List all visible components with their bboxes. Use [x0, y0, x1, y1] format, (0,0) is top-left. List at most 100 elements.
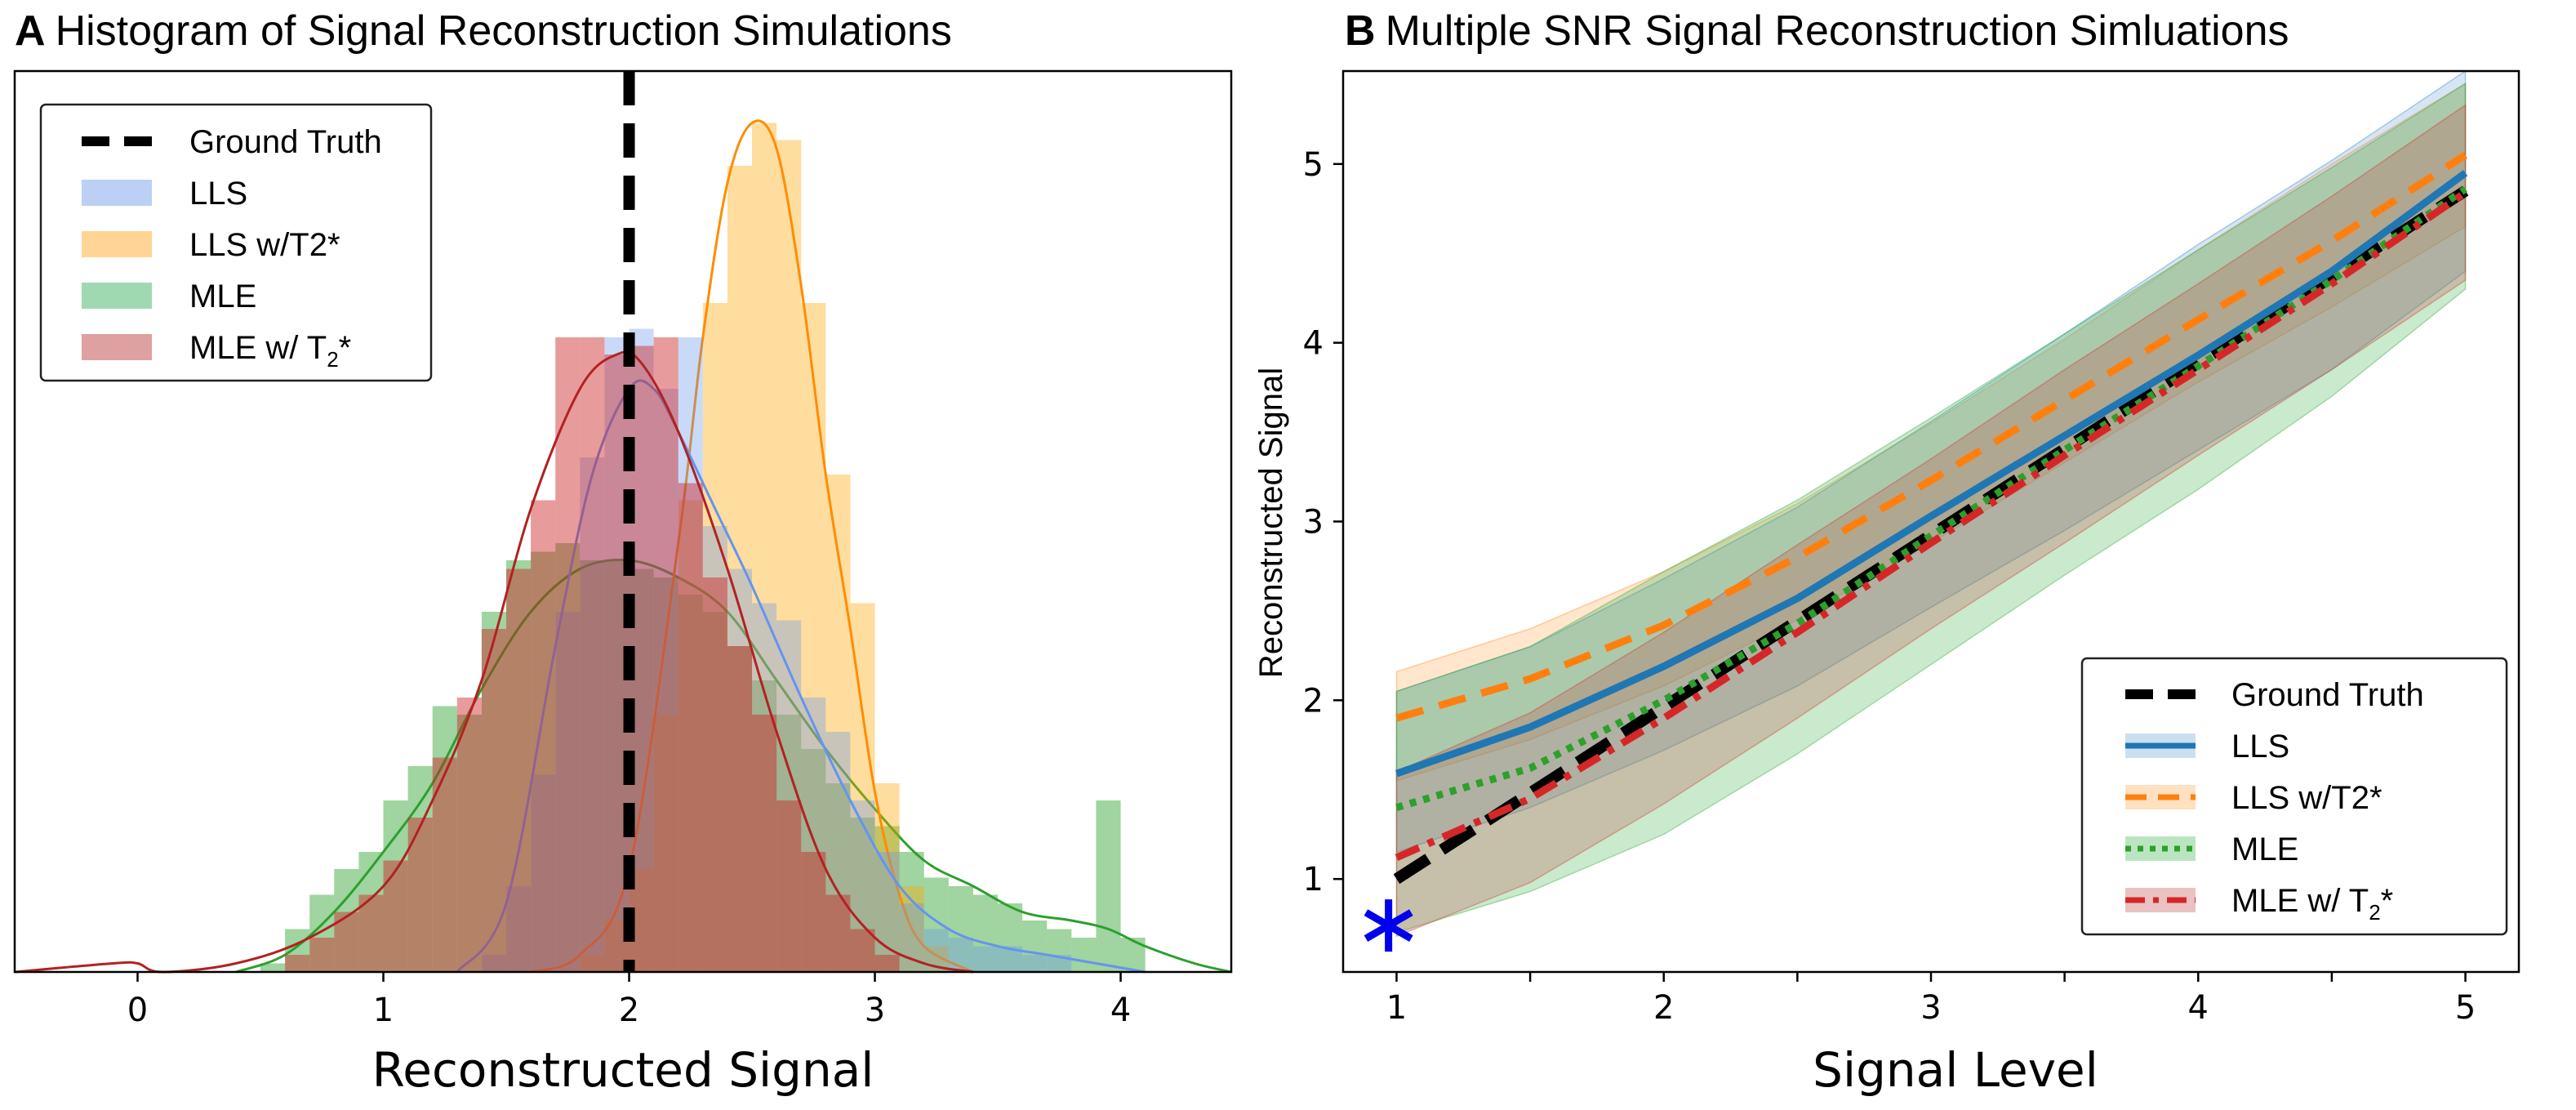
hist-bar-lls [948, 938, 973, 972]
hist-bar-mle [580, 560, 605, 972]
legend-label-text: Ground Truth [2231, 677, 2424, 713]
star-marker-stroke [1364, 909, 1413, 942]
hist-bar-mle-w-t2 [481, 629, 507, 972]
panel-a: A Histogram of Signal Reconstruction Simu… [13, 7, 1233, 1098]
y-tick-label: 5 [1303, 146, 1324, 184]
hist-bar-mle [752, 680, 777, 972]
legend-label-subscript: 2 [327, 347, 338, 372]
hist-bar-mle [850, 818, 875, 972]
hist-bar-mle-w-t2 [801, 852, 826, 972]
hist-bar-mle-w-t2 [407, 818, 433, 972]
legend-swatch-lls [82, 180, 152, 206]
hist-bar-mle-w-t2 [825, 894, 851, 972]
x-tick-label: 4 [2188, 989, 2209, 1027]
panel-a-x-label: Reconstructed Signal [372, 1042, 874, 1098]
series-lls [456, 328, 1146, 974]
panel-a-legend: Ground Truth LLS LLS w/T2* MLE MLE w/ T2* [39, 103, 433, 382]
line-mle-w-t2 [1395, 189, 2468, 862]
x-tick-label: 2 [1653, 989, 1674, 1027]
legend-label-mle: MLE [2231, 831, 2298, 867]
x-tick-label: 5 [2455, 989, 2476, 1027]
hist-bar-mle-w-t2 [358, 894, 384, 972]
hist-bar-mle [456, 715, 482, 972]
hist-bar-mle [1047, 929, 1072, 972]
panel-b-ticks: 1 2 3 4 5 1 2 3 4 5 [1303, 146, 2476, 1027]
hist-bar-mle-w-t2 [456, 698, 482, 972]
hist-bar-mle [972, 894, 999, 972]
hist-bar-mle [678, 595, 703, 972]
hist-bar-mle-w-t2 [702, 577, 727, 972]
hist-bar-lls-w-t2 [653, 715, 678, 972]
legend-box [2080, 657, 2508, 936]
hist-bar-mle-w-t2 [309, 938, 335, 972]
panel-b: B Multiple SNR Signal Reconstruction Siml… [1253, 7, 2520, 1098]
legend-label-text: MLE [2231, 831, 2298, 867]
hist-bar-mle [260, 963, 286, 972]
panel-b-x-label: Signal Level [1813, 1042, 2098, 1098]
x-tick-label: 3 [865, 992, 885, 1029]
legend-label-mlet2: MLE w/ T2* [189, 330, 351, 372]
x-tick-label: 4 [1110, 992, 1131, 1029]
legend-label-suffix: * [2381, 883, 2394, 919]
kde-line-lls-w-t2 [530, 119, 974, 974]
hist-bar-lls-w-t2 [678, 500, 703, 972]
x-tick-label: 2 [619, 992, 639, 1029]
series-lls-w-t2 [530, 119, 974, 974]
hist-bar-lls [1022, 955, 1048, 972]
hist-bar-lls [506, 886, 532, 972]
kde-line-mle-w-t2 [14, 350, 974, 974]
hist-bar-mle [1071, 938, 1097, 972]
legend-label-suffix: * [339, 330, 352, 366]
panel-b-legend: Ground Truth LLS LLS w/T2* MLE MLE w/ T2* [2080, 657, 2508, 936]
hist-bar-mle [285, 929, 310, 972]
panel-a-frame [13, 69, 1233, 974]
kde-line-lls [456, 379, 1146, 974]
hist-bar-mle [899, 852, 924, 972]
panel-a-title: A Histogram of Signal Reconstruction Simu… [15, 7, 952, 55]
hist-bar-mle-w-t2 [285, 955, 310, 972]
hist-bar-mle [727, 646, 753, 972]
legend-label-mle: MLE [189, 279, 256, 314]
hist-bar-mle [998, 903, 1023, 972]
hist-bar-mle [1096, 800, 1121, 972]
band-lls [1395, 69, 2467, 854]
band-mle-w-t2 [1395, 104, 2467, 938]
hist-bar-mle-w-t2 [850, 929, 875, 972]
legend-label-text: MLE w/ T [2231, 883, 2369, 919]
legend-label-text: MLE w/ T [189, 330, 327, 366]
hist-bar-mle-w-t2 [727, 646, 753, 972]
x-tick-label: 1 [1386, 989, 1407, 1027]
hist-bar-lls [555, 612, 581, 972]
band-lls-w-t2 [1395, 82, 2467, 782]
panel-b-y-label: Reconstructed Signal [1253, 368, 1289, 678]
hist-bar-lls [899, 903, 924, 972]
hist-bar-mle [555, 543, 581, 972]
line-mle [1395, 185, 2468, 811]
hist-bar-lls-w-t2 [702, 303, 727, 972]
hist-bar-lls [531, 774, 556, 972]
hist-bar-mle-w-t2 [383, 860, 408, 972]
legend-label-lls: LLS [189, 176, 247, 212]
hist-bar-mle-w-t2 [653, 337, 678, 972]
hist-bar-mle [383, 800, 408, 972]
hist-bar-mle [358, 852, 384, 972]
legend-label-text: LLS [189, 176, 247, 212]
legend-label-text: MLE [189, 279, 256, 314]
hist-bar-mle-w-t2 [531, 500, 556, 972]
hist-bar-lls [580, 457, 605, 972]
panel-b-letter: B [1345, 7, 1376, 55]
y-tick-label: 2 [1303, 682, 1324, 720]
y-tick-label: 1 [1303, 861, 1324, 898]
legend-swatch-mlet2 [82, 334, 152, 360]
hist-bar-mle-w-t2 [580, 337, 605, 972]
legend-label-gt: Ground Truth [189, 124, 382, 160]
hist-bar-lls [702, 526, 727, 972]
hist-bar-lls [972, 946, 999, 972]
hist-bar-lls [481, 955, 507, 972]
hist-bar-mle [948, 886, 973, 972]
hist-bar-mle-w-t2 [432, 757, 457, 972]
series-mle [235, 543, 1232, 974]
legend-label-text: LLS w/T2* [189, 227, 340, 263]
line-lls [1395, 170, 2468, 778]
